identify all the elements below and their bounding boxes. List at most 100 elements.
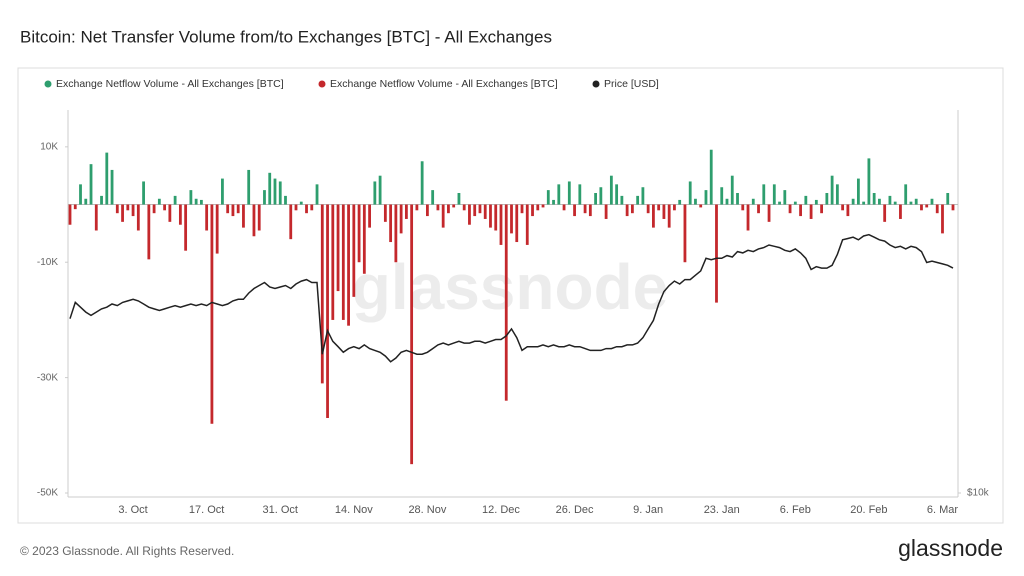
bar: [704, 190, 708, 205]
x-tick-label: 12. Dec: [482, 504, 520, 516]
bar: [720, 187, 724, 205]
bar: [746, 204, 750, 231]
bar: [131, 204, 135, 217]
bar: [320, 204, 324, 384]
bar: [510, 204, 513, 234]
bar: [168, 204, 172, 222]
bar: [888, 195, 892, 205]
bar: [289, 204, 293, 240]
x-tick-label: 23. Jan: [704, 504, 740, 516]
bar: [830, 175, 834, 205]
bar: [189, 190, 193, 205]
bar: [930, 198, 934, 205]
bar: [452, 204, 456, 208]
legend-marker: [44, 80, 52, 88]
x-tick-label: 20. Feb: [850, 504, 887, 516]
bar: [73, 204, 77, 210]
bar: [578, 184, 582, 205]
bar: [431, 190, 435, 205]
bar: [483, 204, 487, 219]
bar: [305, 204, 308, 214]
x-tick-label: 31. Oct: [263, 504, 298, 516]
bar: [294, 204, 298, 211]
bar: [383, 204, 387, 222]
bar: [504, 204, 508, 401]
bar: [347, 204, 350, 326]
bar: [100, 195, 103, 205]
x-tick-label: 9. Jan: [633, 504, 663, 516]
bar: [473, 204, 477, 217]
bar: [583, 204, 587, 214]
bar: [762, 184, 766, 205]
bar: [315, 184, 319, 205]
bar: [299, 201, 303, 205]
bar: [173, 195, 177, 205]
bar: [893, 201, 897, 205]
bar: [625, 204, 629, 217]
bar: [415, 204, 419, 211]
bar: [799, 204, 802, 217]
bar: [741, 204, 745, 211]
bar: [110, 169, 114, 205]
bar: [609, 175, 613, 205]
bar: [373, 181, 377, 205]
bar: [688, 181, 692, 205]
bar: [231, 204, 235, 217]
bar: [362, 204, 366, 274]
bar: [641, 187, 645, 205]
bar: [935, 204, 939, 214]
bar: [420, 161, 424, 205]
y-tick-label: -10K: [37, 257, 58, 268]
price-line: [69, 233, 954, 363]
bar: [678, 199, 682, 205]
bar: [541, 204, 545, 208]
bar: [378, 175, 382, 205]
bar: [389, 204, 393, 243]
bar: [462, 204, 466, 211]
legend-marker: [318, 80, 326, 88]
bar: [268, 172, 272, 205]
bar: [242, 204, 245, 228]
bar: [751, 198, 755, 205]
bar: [357, 204, 361, 263]
bar: [115, 204, 119, 214]
bar: [562, 204, 566, 211]
x-tick-label: 28. Nov: [408, 504, 446, 516]
bar: [94, 204, 98, 231]
bar: [494, 204, 498, 231]
bar: [694, 198, 697, 205]
bar: [604, 204, 608, 219]
bar: [221, 178, 224, 205]
bar: [341, 204, 345, 320]
bar: [557, 184, 561, 205]
bar: [263, 190, 266, 205]
bar: [520, 204, 524, 214]
bar: [946, 193, 950, 205]
legend-label: Exchange Netflow Volume - All Exchanges …: [330, 78, 558, 90]
bar: [552, 199, 555, 205]
bar: [404, 204, 408, 219]
footer: © 2023 Glassnode. All Rights Reserved.: [20, 544, 234, 558]
bar: [725, 198, 729, 205]
x-tick-label: 26. Dec: [556, 504, 594, 516]
bar: [662, 204, 666, 219]
bar: [531, 204, 534, 217]
bar: [757, 204, 760, 214]
bar: [394, 204, 398, 263]
bar: [814, 199, 818, 205]
bar: [399, 204, 403, 234]
bar: [804, 195, 808, 205]
bar: [210, 204, 214, 424]
bar: [79, 184, 82, 205]
bar: [699, 204, 703, 208]
x-tick-label: 17. Oct: [189, 504, 224, 516]
bar: [767, 204, 771, 222]
bar: [236, 204, 240, 214]
bar: [352, 204, 356, 297]
bar: [84, 198, 88, 205]
bar: [588, 204, 592, 217]
bar: [793, 201, 797, 205]
bar: [646, 204, 650, 214]
bar: [184, 204, 188, 251]
